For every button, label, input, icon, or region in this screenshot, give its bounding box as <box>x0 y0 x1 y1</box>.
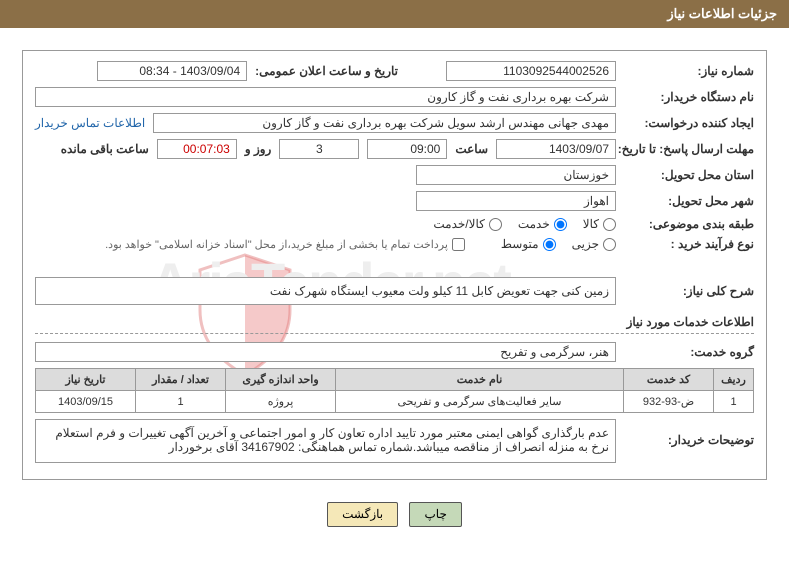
buyer-notes-label: توضیحات خریدار: <box>624 419 754 447</box>
category-service-radio[interactable] <box>554 218 567 231</box>
buyer-org-value: شرکت بهره برداری نفت و گاز کارون <box>35 87 616 107</box>
process-medium-radio[interactable] <box>543 238 556 251</box>
td-date: 1403/09/15 <box>36 391 136 413</box>
th-date: تاریخ نیاز <box>36 369 136 391</box>
process-minor-option[interactable]: جزیی <box>572 237 616 251</box>
payment-checkbox[interactable] <box>452 238 465 251</box>
need-number-value: 1103092544002526 <box>446 61 616 81</box>
buyer-org-label: نام دستگاه خریدار: <box>624 90 754 104</box>
services-table: ردیف کد خدمت نام خدمت واحد اندازه گیری ت… <box>35 368 754 413</box>
th-unit: واحد اندازه گیری <box>226 369 336 391</box>
deadline-time-value: 09:00 <box>367 139 447 159</box>
days-value: 3 <box>279 139 359 159</box>
deadline-date-value: 1403/09/07 <box>496 139 616 159</box>
province-value: خوزستان <box>416 165 616 185</box>
need-desc-value: زمین کنی جهت تعویض کابل 11 کیلو ولت معیو… <box>35 277 616 305</box>
city-label: شهر محل تحویل: <box>624 194 754 208</box>
announce-datetime-value: 1403/09/04 - 08:34 <box>97 61 247 81</box>
requester-label: ایجاد کننده درخواست: <box>624 116 754 130</box>
process-radio-group: جزیی متوسط <box>501 237 616 251</box>
process-type-label: نوع فرآیند خرید : <box>624 237 754 251</box>
button-bar: چاپ بازگشت <box>0 502 789 527</box>
td-name: سایر فعالیت‌های سرگرمی و تفریحی <box>336 391 624 413</box>
th-qty: تعداد / مقدار <box>136 369 226 391</box>
remaining-time-value: 00:07:03 <box>157 139 237 159</box>
need-desc-label: شرح کلی نیاز: <box>624 284 754 298</box>
print-button[interactable]: چاپ <box>409 502 461 527</box>
service-group-label: گروه خدمت: <box>624 345 754 359</box>
category-goods-option[interactable]: کالا <box>583 217 616 231</box>
days-label: روز و <box>245 142 272 156</box>
requester-value: مهدی جهانی مهندس ارشد سویل شرکت بهره برد… <box>153 113 616 133</box>
announce-datetime-label: تاریخ و ساعت اعلان عمومی: <box>255 64 398 78</box>
category-both-radio[interactable] <box>489 218 502 231</box>
category-both-option[interactable]: کالا/خدمت <box>433 217 501 231</box>
category-radio-group: کالا خدمت کالا/خدمت <box>433 217 616 231</box>
page-title: جزئیات اطلاعات نیاز <box>667 6 777 21</box>
service-group-value: هنر، سرگرمی و تفریح <box>35 342 616 362</box>
category-label: طبقه بندی موضوعی: <box>624 217 754 231</box>
need-number-label: شماره نیاز: <box>624 64 754 78</box>
details-panel: شماره نیاز: 1103092544002526 تاریخ و ساع… <box>22 50 767 480</box>
td-unit: پروژه <box>226 391 336 413</box>
table-header-row: ردیف کد خدمت نام خدمت واحد اندازه گیری ت… <box>36 369 754 391</box>
category-service-option[interactable]: خدمت <box>518 217 567 231</box>
time-label: ساعت <box>455 142 488 156</box>
buyer-notes-value: عدم بارگذاری گواهی ایمنی معتبر مورد تایی… <box>35 419 616 463</box>
th-name: نام خدمت <box>336 369 624 391</box>
process-minor-radio[interactable] <box>603 238 616 251</box>
td-code: ض-93-932 <box>624 391 714 413</box>
contact-info-link[interactable]: اطلاعات تماس خریدار <box>35 116 145 130</box>
city-value: اهواز <box>416 191 616 211</box>
process-minor-label: جزیی <box>572 237 599 251</box>
process-medium-option[interactable]: متوسط <box>501 237 556 251</box>
process-medium-label: متوسط <box>501 237 539 251</box>
province-label: استان محل تحویل: <box>624 168 754 182</box>
th-row: ردیف <box>714 369 754 391</box>
payment-checkbox-item[interactable]: پرداخت تمام یا بخشی از مبلغ خرید،از محل … <box>105 238 465 251</box>
category-both-label: کالا/خدمت <box>433 217 484 231</box>
table-row: 1 ض-93-932 سایر فعالیت‌های سرگرمی و تفری… <box>36 391 754 413</box>
td-row: 1 <box>714 391 754 413</box>
td-qty: 1 <box>136 391 226 413</box>
back-button[interactable]: بازگشت <box>327 502 398 527</box>
category-service-label: خدمت <box>518 217 550 231</box>
remaining-label: ساعت باقی مانده <box>61 142 149 156</box>
deadline-label: مهلت ارسال پاسخ: تا تاریخ: <box>624 142 754 156</box>
payment-note: پرداخت تمام یا بخشی از مبلغ خرید،از محل … <box>105 238 448 251</box>
category-goods-radio[interactable] <box>603 218 616 231</box>
service-info-header: اطلاعات خدمات مورد نیاز <box>35 315 754 334</box>
th-code: کد خدمت <box>624 369 714 391</box>
category-goods-label: کالا <box>583 217 599 231</box>
page-header: جزئیات اطلاعات نیاز <box>0 0 789 28</box>
